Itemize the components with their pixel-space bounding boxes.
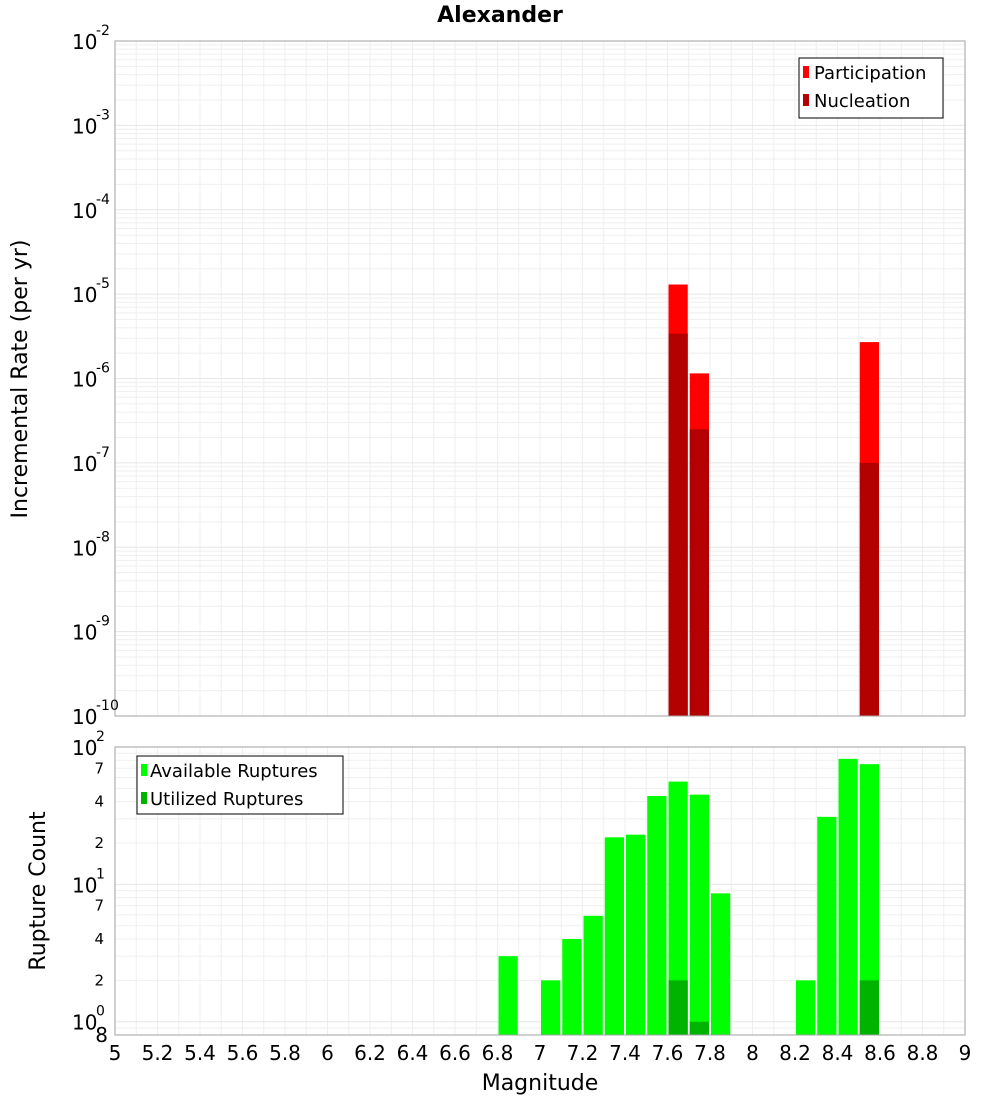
count-bar-available-ruptures xyxy=(604,837,624,1035)
count-y-tick-label: 10 xyxy=(72,736,97,760)
rate-y-tick-exponent: -5 xyxy=(96,276,110,292)
rate-y-tick-label: 10 xyxy=(72,368,97,392)
count-y-tick-label: 10 xyxy=(72,1011,97,1035)
count-bar-available-ruptures xyxy=(626,834,646,1035)
x-tick-label: 8.8 xyxy=(907,1041,939,1065)
count-y-tick-exponent: 2 xyxy=(96,729,105,745)
available-legend-swatch xyxy=(141,764,147,776)
rate-y-tick-label: 10 xyxy=(72,705,97,729)
x-tick-label: 5.6 xyxy=(227,1041,259,1065)
count-bar-available-ruptures xyxy=(796,980,816,1035)
x-tick-label: 7.8 xyxy=(694,1041,726,1065)
rate-plot-border xyxy=(114,40,966,717)
rate-y-tick-label: 10 xyxy=(72,283,97,307)
x-tick-label: 6.6 xyxy=(439,1041,471,1065)
rate-bar-nucleation xyxy=(859,462,879,716)
x-tick-label: 5.2 xyxy=(142,1041,174,1065)
rate-y-tick-exponent: -2 xyxy=(96,23,110,39)
rate-y-tick-exponent: -6 xyxy=(96,361,110,377)
rate-y-tick-label: 10 xyxy=(72,452,97,476)
x-tick-label: 7.4 xyxy=(609,1041,641,1065)
rate-y-tick-label: 10 xyxy=(72,621,97,645)
count-y-minor-tick-label: 7 xyxy=(94,897,104,915)
count-y-tick-exponent: 0 xyxy=(96,1004,105,1020)
x-tick-label: 8.2 xyxy=(779,1041,811,1065)
magnitude-x-ticks: 5 5.2 5.4 5.6 5.8 6 6.2 6.4 6.6 6.8 7 7.2 7.4 7.6 7.8 8… xyxy=(109,1041,972,1065)
utilized-legend-label: Utilized Ruptures xyxy=(150,789,303,810)
count-y-minor-tick-label: 2 xyxy=(94,971,104,989)
x-tick-label: 6.8 xyxy=(482,1041,514,1065)
available-legend-label: Available Ruptures xyxy=(150,761,318,782)
x-tick-label: 5 xyxy=(109,1041,122,1065)
count-bar-available-ruptures xyxy=(859,764,879,1035)
rate-legend: Participation Nucleation xyxy=(798,57,944,119)
count-y-bottom-label: 8 xyxy=(95,1023,108,1047)
rate-y-tick-exponent: -10 xyxy=(96,698,119,714)
count-bar-utilized-ruptures xyxy=(859,980,879,1035)
count-y-minor-tick-label: 2 xyxy=(94,834,104,852)
x-tick-label: 8 xyxy=(746,1041,759,1065)
count-bar-available-ruptures xyxy=(838,758,858,1035)
nucleation-legend-label: Nucleation xyxy=(814,91,910,112)
count-y-tick-exponent: 1 xyxy=(96,866,105,882)
rate-y-tick-exponent: -7 xyxy=(96,445,110,461)
x-tick-label: 6.4 xyxy=(397,1041,429,1065)
x-tick-label: 5.8 xyxy=(269,1041,301,1065)
rate-y-tick-label: 10 xyxy=(72,536,97,560)
rate-bar-nucleation xyxy=(668,333,688,716)
participation-legend-swatch xyxy=(803,66,809,78)
count-y-axis-label: Rupture Count xyxy=(26,811,51,971)
x-tick-label: 9 xyxy=(959,1041,972,1065)
participation-legend-label: Participation xyxy=(814,63,926,84)
x-tick-label: 7.6 xyxy=(652,1041,684,1065)
rate-y-tick-label: 10 xyxy=(72,30,97,54)
x-tick-label: 5.4 xyxy=(184,1041,216,1065)
count-y-tick-label: 10 xyxy=(72,873,97,897)
count-bar-available-ruptures xyxy=(668,781,688,1035)
count-bar-available-ruptures xyxy=(647,795,667,1035)
rate-y-tick-label: 10 xyxy=(72,114,97,138)
rate-legend-box xyxy=(798,57,944,119)
rate-y-axis-label: Incremental Rate (per yr) xyxy=(8,240,33,519)
x-tick-label: 6.2 xyxy=(354,1041,386,1065)
count-bar-available-ruptures xyxy=(817,816,837,1035)
count-plot-bars xyxy=(498,758,879,1035)
rate-y-tick-label: 10 xyxy=(72,199,97,223)
count-bar-available-ruptures xyxy=(498,956,518,1035)
count-bar-utilized-ruptures xyxy=(689,1021,709,1035)
count-plot-border xyxy=(114,746,966,1036)
count-y-minor-tick-label: 4 xyxy=(94,793,104,811)
rate-y-tick-exponent: -8 xyxy=(96,529,110,545)
count-bar-available-ruptures xyxy=(562,939,582,1035)
x-axis-label: Magnitude xyxy=(482,1071,599,1096)
count-y-minor-tick-label: 7 xyxy=(94,759,104,777)
rate-plot-bars xyxy=(668,284,879,716)
nucleation-legend-swatch xyxy=(803,94,809,106)
count-legend: Available Ruptures Utilized Ruptures xyxy=(136,755,344,815)
chart-title: Alexander xyxy=(437,3,563,28)
count-legend-box xyxy=(136,755,344,815)
rate-plot-grid xyxy=(114,41,966,717)
x-tick-label: 8.6 xyxy=(864,1041,896,1065)
count-bar-available-ruptures xyxy=(689,794,709,1035)
count-y-minor-tick-label: 4 xyxy=(94,930,104,948)
rate-y-tick-exponent: -3 xyxy=(96,107,110,123)
count-bar-available-ruptures xyxy=(711,893,731,1035)
utilized-legend-swatch xyxy=(141,792,147,804)
x-tick-label: 8.4 xyxy=(822,1041,854,1065)
x-tick-label: 6 xyxy=(321,1041,334,1065)
count-bar-available-ruptures xyxy=(583,915,603,1035)
rate-y-tick-exponent: -9 xyxy=(96,614,110,630)
rate-y-tick-exponent: -4 xyxy=(96,192,110,208)
count-bar-utilized-ruptures xyxy=(668,980,688,1035)
x-tick-label: 7 xyxy=(534,1041,547,1065)
rate-bar-nucleation xyxy=(689,429,709,716)
x-tick-label: 7.2 xyxy=(567,1041,599,1065)
count-bar-available-ruptures xyxy=(541,980,561,1035)
